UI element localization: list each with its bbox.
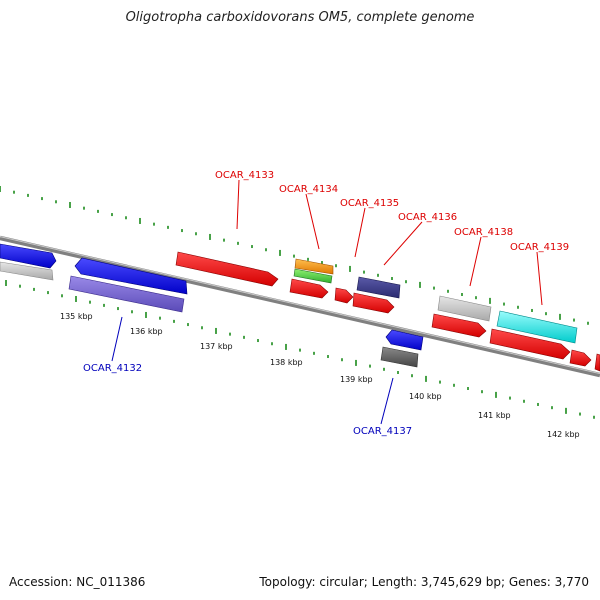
gene-feature-ocar-4134-orange[interactable] bbox=[294, 258, 334, 275]
leader-line-ocar-4138 bbox=[469, 236, 482, 287]
gene-label-ocar-4132[interactable]: OCAR_4132 bbox=[83, 363, 142, 374]
gene-label-ocar-4134[interactable]: OCAR_4134 bbox=[279, 184, 338, 195]
gene-label-ocar-4133[interactable]: OCAR_4133 bbox=[215, 170, 274, 181]
gene-feature-ocar-4132-blue[interactable] bbox=[74, 257, 188, 295]
gene-leader-lines bbox=[111, 179, 543, 425]
gene-feature-ocar-4138-red[interactable] bbox=[431, 313, 487, 338]
kbp-label-136: 136 kbp bbox=[130, 327, 163, 336]
kbp-label-140: 140 kbp bbox=[409, 392, 442, 401]
gene-feature-ocar-4139-cyan[interactable] bbox=[496, 310, 578, 344]
leader-line-ocar-4134 bbox=[305, 193, 320, 250]
gene-feature-ocar-4135-navy[interactable] bbox=[356, 276, 401, 299]
genome-backbone-highlight bbox=[0, 236, 600, 375]
gene-label-ocar-4139[interactable]: OCAR_4139 bbox=[510, 242, 569, 253]
gene-feature-4131-blue[interactable] bbox=[0, 243, 57, 269]
kbp-labels: 135 kbp 136 kbp 137 kbp 138 kbp 139 kbp … bbox=[60, 312, 580, 439]
lower-tick-track bbox=[5, 280, 595, 419]
leader-line-ocar-4139 bbox=[536, 251, 543, 306]
gene-label-ocar-4136[interactable]: OCAR_4136 bbox=[398, 212, 457, 223]
gene-feature-ocar-4132-violet[interactable] bbox=[68, 275, 185, 313]
gene-feature-ocar-4133[interactable] bbox=[175, 251, 279, 287]
kbp-label-139: 139 kbp bbox=[340, 375, 373, 384]
kbp-label-137: 137 kbp bbox=[200, 342, 233, 351]
gene-feature-ocar-4137-dark[interactable] bbox=[380, 346, 419, 368]
leader-line-ocar-4132 bbox=[111, 316, 123, 362]
kbp-label-135: 135 kbp bbox=[60, 312, 93, 321]
gene-feature-4135-red-small[interactable] bbox=[334, 287, 354, 304]
kbp-label-138: 138 kbp bbox=[270, 358, 303, 367]
gene-feature-4131-grey[interactable] bbox=[0, 261, 54, 281]
kbp-label-142: 142 kbp bbox=[547, 430, 580, 439]
leader-line-ocar-4137 bbox=[380, 377, 394, 425]
gene-label-ocar-4138[interactable]: OCAR_4138 bbox=[454, 227, 513, 238]
gene-feature-ocar-4136[interactable] bbox=[352, 292, 395, 314]
leader-line-ocar-4135 bbox=[354, 207, 366, 258]
gene-feature-4140-red[interactable] bbox=[569, 349, 592, 367]
gene-label-ocar-4135[interactable]: OCAR_4135 bbox=[340, 198, 399, 209]
gene-labels: OCAR_4133 OCAR_4134 OCAR_4135 OCAR_4136 … bbox=[83, 170, 569, 437]
leader-line-ocar-4133 bbox=[236, 179, 240, 230]
accession-text: Accession: NC_011386 bbox=[9, 575, 146, 589]
gene-feature-4134-red[interactable] bbox=[289, 278, 329, 299]
gene-features bbox=[0, 243, 600, 372]
gene-feature-ocar-4139-red[interactable] bbox=[489, 328, 571, 360]
kbp-label-141: 141 kbp bbox=[478, 411, 511, 420]
upper-tick-track bbox=[0, 186, 589, 325]
genome-backbone bbox=[0, 235, 600, 378]
genome-stats-text: Topology: circular; Length: 3,745,629 bp… bbox=[259, 575, 589, 589]
gene-feature-ocar-4138-grey[interactable] bbox=[437, 295, 492, 322]
gene-label-ocar-4137[interactable]: OCAR_4137 bbox=[353, 426, 412, 437]
map-title: Oligotropha carboxidovorans OM5, complet… bbox=[125, 10, 475, 25]
gene-feature-ocar-4137-blue[interactable] bbox=[385, 329, 424, 351]
gene-feature-4141-red[interactable] bbox=[594, 353, 600, 372]
leader-line-ocar-4136 bbox=[383, 221, 423, 266]
gene-feature-ocar-4134-green[interactable] bbox=[293, 268, 333, 284]
